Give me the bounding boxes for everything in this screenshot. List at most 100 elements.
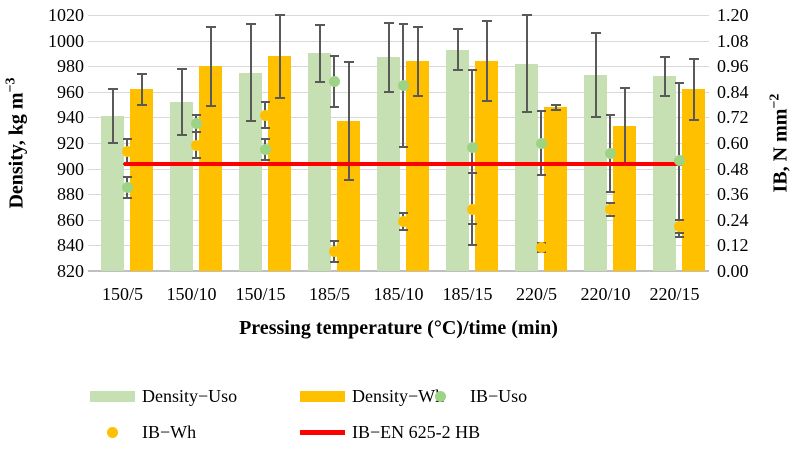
legend-marker-cell [90, 384, 135, 408]
right-axis-tick-label: 1.08 [717, 30, 749, 51]
error-bar-density-cap [136, 72, 147, 75]
right-axis-title-text: IB, N mm [769, 108, 792, 193]
reference-line-ib-en [124, 162, 682, 167]
error-bar-ib-cap [674, 235, 684, 238]
error-bar-ib-cap [536, 110, 546, 112]
dot-ib-uso [535, 137, 547, 149]
left-axis-title-text: Density, kg m [5, 92, 28, 209]
error-bar-ib-cap [329, 105, 339, 108]
error-bar-density-cap [688, 118, 699, 121]
error-bar-ib-cap [122, 197, 132, 200]
left-axis-title-superscript: −3 [3, 77, 19, 93]
error-bar-ib-cap [605, 114, 615, 117]
error-bar-ib-cap [398, 212, 408, 215]
error-bar-density [456, 29, 459, 71]
left-axis-tick-label: 920 [57, 133, 84, 153]
right-axis-tick-label: 0.84 [717, 81, 749, 102]
error-bar-density-cap [205, 25, 216, 28]
error-bar-ib-cap [329, 261, 339, 264]
right-axis-tick-label: 0.96 [717, 56, 749, 77]
error-bar-density-cap [590, 116, 601, 119]
legend-marker-cell [418, 384, 463, 408]
legend-item-density-wh: Density−Wh [300, 384, 444, 408]
error-bar-ib-cap [467, 171, 477, 174]
error-bar-density [249, 23, 252, 122]
x-axis-tick-label: 185/15 [442, 284, 493, 304]
gridline [88, 15, 709, 16]
x-axis-tick-label: 150/10 [166, 284, 217, 304]
error-bar-ib-cap [605, 201, 615, 204]
error-bar-ib-cap [260, 159, 270, 162]
error-bar-density [387, 22, 390, 92]
dot-ib-wh [535, 242, 547, 254]
error-bar-density-cap [688, 57, 699, 60]
dot-ib-wh [604, 203, 616, 215]
legend-marker-cell [90, 420, 135, 444]
legend-dot-marker [435, 390, 446, 402]
dot-ib-wh [397, 216, 409, 228]
error-bar-density-cap [452, 28, 463, 31]
error-bar-density [663, 57, 666, 96]
bar-density-uso [515, 63, 538, 271]
error-bar-density-cap [343, 61, 354, 64]
error-bar-density [278, 15, 281, 99]
error-bar-ib-cap [536, 174, 546, 176]
right-axis-tick-label: 0.00 [717, 261, 749, 281]
x-axis-tick-label: 185/5 [308, 284, 351, 304]
error-bar-ib-cap [398, 146, 408, 149]
bar-density-uso [170, 102, 193, 271]
legend-marker-cell [300, 384, 345, 408]
error-bar-density-cap [136, 103, 147, 106]
error-bar-ib-cap [674, 218, 684, 221]
error-bar-density [111, 89, 114, 143]
right-axis-tick-label: 0.36 [717, 184, 749, 205]
error-bar-density-cap [590, 31, 601, 34]
error-bar-ib-cap [260, 137, 270, 140]
bar-density-uso [653, 76, 676, 271]
error-bar-ib-cap [191, 156, 201, 159]
bar-density-wh [682, 89, 705, 271]
error-bar-ib-cap [329, 54, 339, 57]
error-bar-density [318, 25, 321, 82]
error-bar-density-cap [274, 97, 285, 100]
error-bar-density [416, 26, 419, 96]
error-bar-ib-cap [260, 101, 270, 104]
right-axis-tick-label: 1.20 [717, 5, 749, 25]
error-bar-ib-cap [467, 244, 477, 247]
left-axis-tick-label: 980 [57, 56, 84, 77]
error-bar-density-cap [314, 24, 325, 27]
right-axis-tick-label: 0.12 [717, 235, 749, 256]
dot-ib-uso [259, 143, 271, 155]
dot-ib-wh [259, 109, 271, 121]
x-axis-tick-label: 150/15 [235, 284, 286, 304]
error-bar-density-cap [619, 86, 630, 89]
right-axis-tick-label: 0.72 [717, 107, 749, 128]
error-bar-density [209, 26, 212, 106]
legend-label: Density−Uso [142, 385, 238, 406]
error-bar-density [692, 58, 695, 120]
dot-ib-uso [397, 79, 409, 91]
error-bar-ib-cap [674, 231, 684, 234]
bar-density-uso [308, 53, 331, 271]
error-bar-density-cap [107, 142, 118, 144]
error-bar-density-cap [452, 69, 463, 72]
legend-label: IB−EN 625-2 HB [352, 421, 481, 442]
right-axis-title: IB, N mm−2 [768, 94, 793, 193]
error-bar-ib-cap [260, 127, 270, 130]
legend-label: IB−Uso [470, 385, 528, 406]
left-axis-tick-label: 960 [57, 81, 84, 102]
error-bar-ib-cap [191, 114, 201, 117]
dot-ib-uso [190, 118, 202, 130]
error-bar-density-cap [481, 20, 492, 23]
gridline [88, 40, 709, 42]
error-bar-ib-cap [605, 191, 615, 194]
error-bar-density-cap [245, 120, 256, 123]
legend-marker-cell [300, 420, 345, 444]
error-bar-density-cap [245, 22, 256, 25]
dot-ib-wh [466, 203, 478, 215]
error-bar-density-cap [550, 103, 561, 106]
bar-density-wh [130, 89, 153, 271]
x-axis-tick-label: 150/5 [101, 284, 144, 304]
error-bar-density [594, 32, 597, 118]
